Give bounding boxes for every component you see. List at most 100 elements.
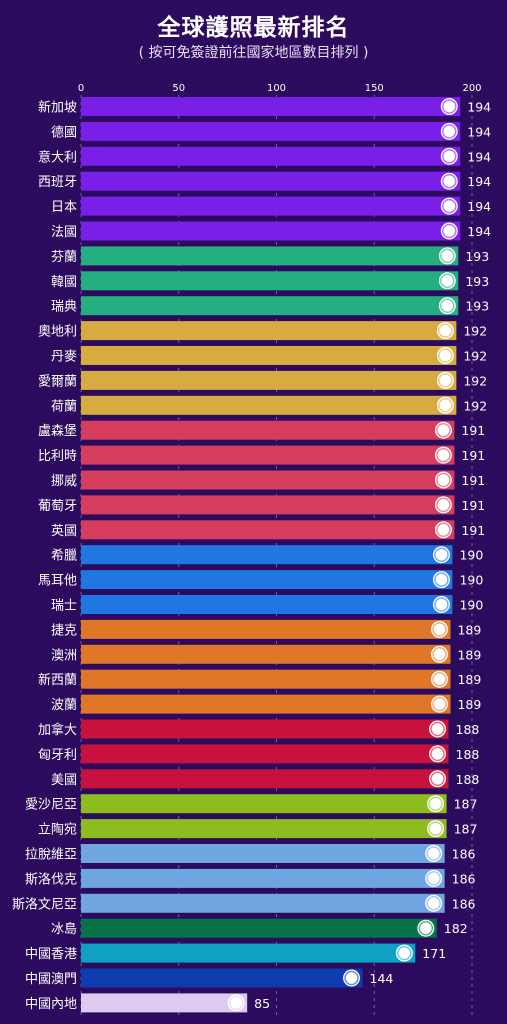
- latvia-flag-icon: [425, 845, 443, 862]
- value-label: 189: [457, 622, 481, 637]
- value-label: 190: [459, 573, 483, 588]
- category-label: 加拿大: [38, 722, 77, 738]
- category-label: 西班牙: [38, 175, 77, 190]
- category-label: 新加坡: [38, 100, 77, 116]
- bar: [81, 146, 461, 166]
- value-label: 187: [454, 822, 478, 837]
- category-label: 意大利: [38, 149, 77, 165]
- category-label: 瑞典: [51, 300, 77, 315]
- value-label: 192: [463, 349, 487, 364]
- category-label: 愛爾蘭: [38, 373, 77, 389]
- greece-flag-icon: [432, 546, 450, 564]
- bar: [81, 171, 461, 191]
- luxembourg-flag-icon: [434, 421, 452, 439]
- bar: [81, 719, 449, 739]
- value-label: 194: [467, 224, 491, 239]
- spain-flag-icon: [440, 172, 458, 190]
- value-label: 194: [467, 124, 491, 139]
- value-label: 193: [465, 274, 489, 289]
- switzerland-flag-icon: [432, 596, 450, 613]
- bar: [81, 97, 461, 116]
- czech-flag-icon: [430, 620, 448, 638]
- hong-kong-flag-icon: [395, 944, 413, 962]
- bar: [81, 819, 447, 839]
- ireland-flag-icon: [436, 371, 454, 389]
- bar: [81, 395, 457, 415]
- lithuania-flag-icon: [427, 820, 445, 838]
- bar: [81, 968, 363, 988]
- bar: [81, 868, 445, 888]
- x-tick-label: 200: [462, 83, 481, 94]
- category-label: 新西蘭: [38, 672, 77, 688]
- category-label: 波蘭: [51, 697, 77, 713]
- value-label: 188: [456, 772, 480, 787]
- finland-flag-icon: [438, 247, 456, 265]
- new-zealand-flag-icon: [430, 670, 448, 688]
- category-label: 馬耳他: [38, 574, 77, 589]
- malta-flag-icon: [432, 571, 450, 589]
- value-label: 189: [457, 647, 481, 662]
- bar: [81, 420, 455, 440]
- labels: 0 50 100 150 200 新加坡 194 德國 194 意大利 194 西班牙 194 日本 194…: [12, 83, 491, 1012]
- singapore-flag-icon: [440, 98, 458, 115]
- category-label: 匈牙利: [38, 748, 77, 763]
- value-label: 193: [465, 249, 489, 264]
- value-label: 191: [461, 448, 485, 463]
- bar: [81, 893, 445, 913]
- value-label: 194: [467, 149, 491, 164]
- value-label: 188: [456, 722, 480, 737]
- value-label: 187: [454, 797, 478, 812]
- category-label: 斯洛伐克: [25, 872, 77, 887]
- bar: [81, 669, 451, 689]
- bar: [81, 346, 457, 365]
- category-label: 德國: [51, 125, 77, 140]
- category-label: 中國香港: [25, 947, 77, 962]
- bar: [81, 121, 461, 141]
- estonia-flag-icon: [427, 795, 445, 813]
- value-label: 194: [467, 100, 491, 115]
- category-label: 盧森堡: [38, 423, 77, 439]
- bar: [81, 993, 248, 1013]
- bar: [81, 470, 455, 490]
- canada-flag-icon: [429, 720, 447, 738]
- slovakia-flag-icon: [425, 869, 443, 887]
- chart-subtitle: ( 按可免簽證前往國家地區數目排列 ): [138, 45, 369, 61]
- sweden-flag-icon: [438, 297, 456, 315]
- category-label: 英國: [51, 524, 77, 539]
- category-label: 比利時: [38, 449, 77, 464]
- category-label: 日本: [51, 200, 77, 215]
- bar: [81, 296, 459, 316]
- bar: [81, 520, 455, 540]
- belgium-flag-icon: [434, 446, 452, 464]
- value-label: 171: [422, 946, 446, 961]
- bar: [81, 644, 451, 664]
- category-label: 冰島: [51, 922, 77, 937]
- italy-flag-icon: [440, 147, 458, 165]
- category-label: 葡萄牙: [38, 499, 77, 514]
- category-label: 中國澳門: [25, 971, 77, 987]
- slovenia-flag-icon: [425, 894, 443, 912]
- value-label: 144: [370, 971, 394, 986]
- value-label: 192: [463, 398, 487, 413]
- bar: [81, 844, 445, 863]
- japan-flag-icon: [440, 197, 458, 215]
- x-tick-label: 150: [365, 83, 384, 94]
- usa-flag-icon: [429, 770, 447, 788]
- bar: [81, 570, 453, 590]
- value-label: 193: [465, 299, 489, 314]
- x-tick-label: 100: [267, 83, 286, 94]
- value-label: 194: [467, 199, 491, 214]
- bar: [81, 794, 447, 814]
- bar: [81, 370, 457, 390]
- category-label: 荷蘭: [51, 398, 77, 414]
- category-label: 瑞士: [51, 599, 77, 614]
- bar: [81, 321, 457, 341]
- value-label: 186: [452, 896, 476, 911]
- category-label: 澳洲: [51, 647, 77, 663]
- category-label: 中國內地: [25, 997, 77, 1012]
- iceland-flag-icon: [417, 919, 435, 937]
- bar: [81, 694, 451, 714]
- category-label: 愛沙尼亞: [25, 798, 77, 813]
- bar: [81, 769, 449, 789]
